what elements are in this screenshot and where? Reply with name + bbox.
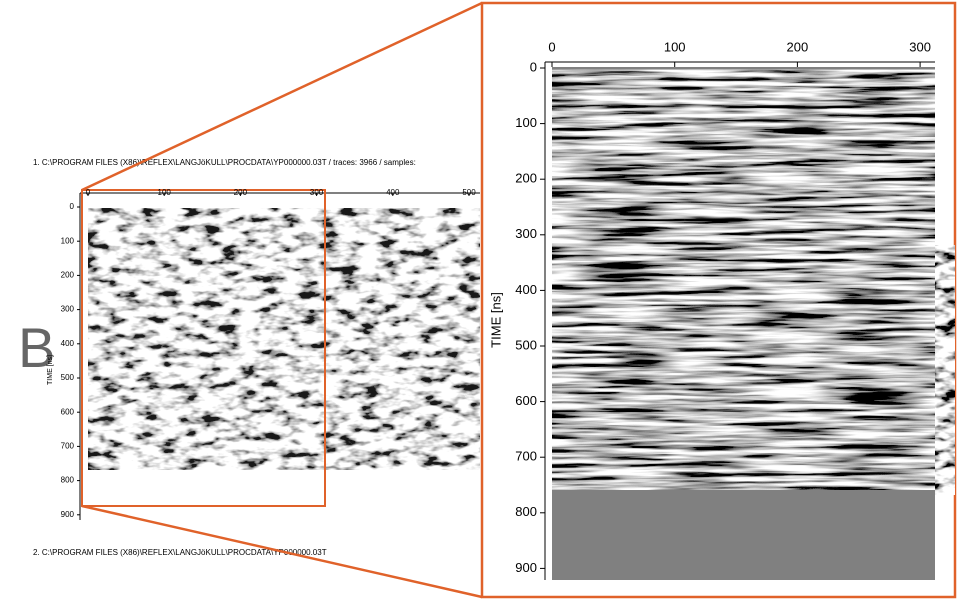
profile-caption: 2. C:\PROGRAM FILES (X86)\REFLEX\LANGJöK…: [33, 548, 327, 557]
y-tick-label: 0: [70, 202, 75, 211]
overview-radargram: [88, 208, 480, 470]
y-tick-label: 200: [61, 271, 75, 280]
zoom-connector: [81, 504, 483, 599]
y-axis-label: TIME [ns]: [488, 292, 503, 348]
x-tick-label: 0: [86, 188, 91, 197]
profile-caption: 1. C:\PROGRAM FILES (X86)\REFLEX\LANGJöK…: [33, 158, 416, 167]
y-tick-label: 600: [515, 393, 537, 408]
y-tick-label: 100: [515, 115, 537, 130]
y-tick-label: 700: [61, 442, 75, 451]
x-tick-label: 200: [787, 39, 809, 54]
y-tick-label: 800: [61, 476, 75, 485]
y-tick-label: 500: [61, 373, 75, 382]
x-tick-label: 0: [548, 39, 555, 54]
y-tick-label: 700: [515, 449, 537, 464]
x-tick-label: 100: [158, 188, 172, 197]
y-tick-label: 900: [61, 510, 75, 519]
zoom-connector: [81, 1, 483, 192]
panel-label: B: [18, 316, 55, 379]
zoom-radargram: [552, 69, 935, 491]
y-tick-label: 100: [61, 236, 75, 245]
x-tick-label: 200: [234, 188, 248, 197]
y-axis-label: TIME [ns]: [47, 355, 54, 385]
x-tick-label: 500: [462, 188, 476, 197]
y-tick-label: 0: [530, 59, 537, 74]
y-tick-label: 400: [515, 282, 537, 297]
x-tick-label: 400: [386, 188, 400, 197]
y-tick-label: 600: [61, 407, 75, 416]
y-tick-label: 200: [515, 171, 537, 186]
y-tick-label: 900: [515, 560, 537, 575]
x-tick-label: 300: [909, 39, 931, 54]
adjacent-profile: [935, 245, 955, 495]
y-tick-label: 300: [61, 305, 75, 314]
zoom-box: [81, 189, 326, 507]
x-tick-label: 300: [310, 188, 324, 197]
y-tick-label: 300: [515, 226, 537, 241]
x-tick-label: 100: [664, 39, 686, 54]
y-tick-label: 500: [515, 337, 537, 352]
y-tick-label: 800: [515, 504, 537, 519]
y-tick-label: 400: [61, 339, 75, 348]
